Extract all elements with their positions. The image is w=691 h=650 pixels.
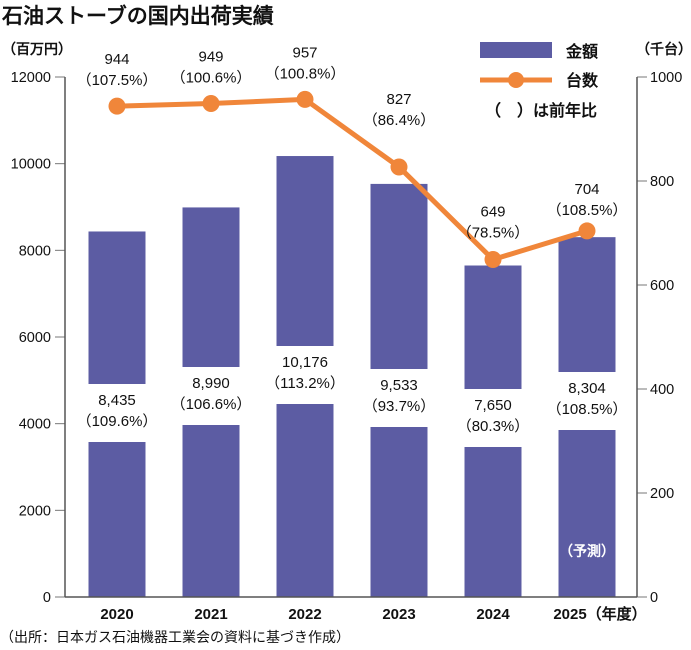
x-category-label: 2021 [194,606,227,623]
left-axis-unit: （百万円） [2,42,72,58]
bar-yoy-label: （93.7%） [363,398,436,415]
x-axis-categories: 2020 2021 2022 2023 2024 2025（年度） [100,605,646,623]
x-category-label: 2024 [476,606,510,623]
left-axis-ticks: 0 2000 4000 6000 8000 10000 12000 [11,70,65,606]
right-axis-unit: （千台） [636,41,691,58]
line-value-label: 704 [574,181,599,198]
bar-value-label: 8,304 [568,380,606,397]
source-note: （出所：日本ガス石油機器工業会の資料に基づき作成） [0,629,350,646]
line-value-label: 949 [198,49,223,66]
line-point-2023 [390,158,408,176]
line-value-label: 944 [104,51,129,68]
right-tick-label: 600 [650,278,674,294]
bar-value-label: 9,533 [380,377,418,394]
line-value-label: 649 [480,204,505,221]
line-yoy-label: （100.8%） [265,65,346,82]
bar-yoy-label: （108.5%） [547,401,628,418]
bar-label-knockout [556,372,618,430]
forecast-label: （予測） [559,543,615,560]
chart-title: 石油ストーブの国内出荷実績 [1,4,274,28]
x-category-label: 2022 [288,606,321,623]
legend: 金額 台数 （ ）は前年比 [480,42,599,120]
line-point-2021 [202,95,220,113]
line-point-2024 [484,251,502,269]
legend-note: （ ）は前年比 [485,101,597,120]
line-point-2022 [296,90,314,108]
bar-label-knockout [86,384,148,442]
bar-label-knockout [462,389,524,447]
bar-yoy-label: （106.6%） [171,396,252,413]
bar-labels: 8,435 （109.6%） 8,990 （106.6%） 10,176 （113.2%）… [77,354,628,435]
bar-label-knockout [180,367,242,425]
left-tick-label: 10000 [11,157,51,173]
line-value-label: 957 [292,44,317,61]
right-tick-label: 200 [650,486,674,502]
left-tick-label: 8000 [19,243,51,259]
line-series [108,90,596,269]
right-axis-ticks: 0 200 400 600 800 1000 [637,70,682,606]
line-yoy-label: （107.5%） [77,72,158,89]
legend-bar-swatch [480,42,552,58]
bar-series [86,156,618,598]
line-yoy-label: （100.6%） [171,70,252,87]
bar-value-label: 7,650 [474,397,512,414]
left-tick-label: 2000 [19,503,51,519]
line-yoy-label: （86.4%） [363,112,436,129]
line-yoy-label: （78.5%） [457,225,530,242]
left-tick-label: 6000 [19,330,51,346]
line-labels: 944 （107.5%） 949 （100.6%） 957 （100.8%） 827 （86.… [77,44,628,241]
left-tick-label: 12000 [11,70,51,86]
left-tick-label: 4000 [19,417,51,433]
right-tick-label: 0 [650,590,658,606]
bar-yoy-label: （109.6%） [77,413,158,430]
bar-yoy-label: （113.2%） [265,375,345,392]
legend-line-label: 台数 [566,71,599,90]
legend-bar-label: 金額 [565,42,598,61]
bar-value-label: 8,990 [192,375,230,392]
right-tick-label: 1000 [650,70,682,86]
bar-value-label: 10,176 [282,354,328,371]
line-yoy-label: （108.5%） [547,202,628,219]
x-category-label: 2020 [100,606,133,623]
bar-yoy-label: （80.3%） [457,418,530,435]
x-category-label: 2023 [382,606,415,623]
line-point-2025 [578,222,596,240]
bar-label-knockout [274,346,336,404]
line-value-label: 827 [386,91,411,108]
bar-value-label: 8,435 [98,392,136,409]
right-tick-label: 400 [650,382,674,398]
left-tick-label: 0 [43,590,51,606]
unit-line [116,96,588,263]
x-category-label: 2025（年度） [553,605,646,623]
bar-label-knockout [368,369,430,427]
right-tick-label: 800 [650,174,674,190]
line-point-2020 [108,97,126,115]
legend-line-marker [508,72,524,88]
